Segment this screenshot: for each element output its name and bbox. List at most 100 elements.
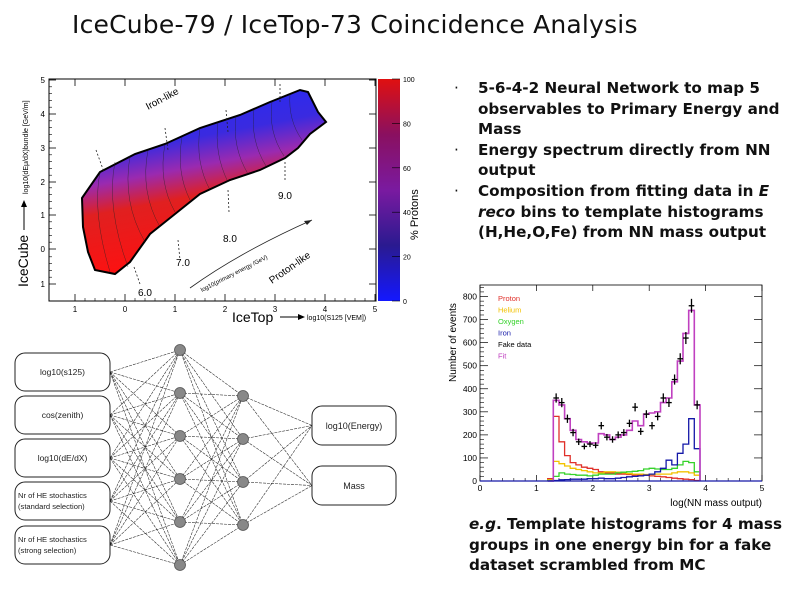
neural-network-diagram: log10(s125) cos(zenith) log10(dE/dX) Nr of … [14, 344, 397, 571]
nn-edge [109, 500, 181, 566]
bullet-text-pre: Composition from fitting data in [478, 181, 759, 200]
nn-edge [179, 395, 244, 523]
nn-edge [109, 349, 181, 373]
nn-input-box [14, 525, 111, 565]
x-tick-label: 1 [73, 305, 78, 314]
x-tick-label: 5 [760, 483, 765, 493]
histogram-data-points [553, 298, 700, 450]
colorbar-ticks: 0 20 40 60 80 100 [392, 77, 415, 306]
nn-edge [179, 481, 244, 566]
nn-edge [109, 521, 181, 546]
bullet-item: · Energy spectrum directly from NN output [452, 140, 797, 181]
nn-edge [109, 457, 181, 566]
bullet-text-post: bins to template histograms (H,He,O,Fe) … [478, 202, 767, 242]
nn-edge [109, 371, 181, 480]
nn-nodes [174, 344, 249, 571]
energy-label-9: 9.0 [278, 191, 292, 202]
y-tick-label: 3 [41, 144, 46, 153]
y-axis-title-main: IceCube [15, 235, 31, 287]
nn-hidden1-node [174, 516, 186, 528]
nn-edge [179, 395, 244, 437]
nn-input-box [14, 481, 111, 521]
nn-hidden2-node [237, 433, 249, 445]
heatmap-band [80, 88, 328, 276]
nn-edge [242, 425, 313, 483]
energy-label-6: 6.0 [138, 288, 152, 299]
x-tick-label: 2 [590, 483, 595, 493]
nn-input-label: log10(dE/dX) [38, 453, 88, 463]
bullet-text: 5-6-4-2 Neural Network to map 5 observab… [478, 79, 780, 139]
x-tick-label: 2 [223, 305, 228, 314]
nn-output-box [311, 465, 397, 506]
colorbar-tick-label: 80 [403, 121, 411, 128]
legend-entry: Fit [498, 352, 507, 361]
nn-edge [179, 349, 244, 397]
legend-entry: Fake data [498, 340, 532, 349]
nn-edge [242, 395, 313, 426]
y-tick-label: 4 [41, 110, 46, 119]
nn-edge [109, 349, 181, 502]
nn-input-box [14, 352, 111, 392]
nn-edge [109, 500, 181, 523]
heatmap-x-ticks: 1 0 1 2 3 4 5 [73, 79, 378, 314]
energy-label-7: 7.0 [176, 258, 190, 269]
nn-edge [179, 438, 244, 566]
nn-edge [242, 425, 313, 440]
nn-input-box [14, 395, 111, 435]
energy-guides [95, 84, 286, 285]
nn-edge [109, 414, 181, 437]
x-axis-title-main: IceTop [232, 309, 273, 325]
histogram-series [480, 309, 762, 482]
nn-hidden2-node [237, 519, 249, 531]
bullet-list: · 5-6-4-2 Neural Network to map 5 observa… [452, 78, 797, 243]
nn-hidden2-node [237, 476, 249, 488]
histogram-frame [479, 284, 763, 482]
y-tick-label: 500 [463, 361, 477, 371]
histogram-y-label: Number of events [448, 303, 459, 382]
x-tick-label: 4 [703, 483, 708, 493]
y-tick-label: 2 [41, 178, 46, 187]
y-axis-arrow-head [21, 200, 27, 207]
y-tick-label: 600 [463, 338, 477, 348]
nn-output-box [311, 405, 397, 446]
y-tick-label: 0 [41, 245, 46, 254]
y-tick-label: 5 [41, 76, 46, 85]
y-axis-title-sub: log10(dEμ/dX)bundle [GeV/m] [23, 100, 30, 194]
colorbar-tick-label: 40 [403, 210, 411, 217]
y-tick-label: 1 [41, 211, 46, 220]
y-tick-label: 100 [463, 453, 477, 463]
bullet-marker: · [454, 181, 459, 200]
nn-edge [109, 478, 181, 546]
x-tick-label: 5 [373, 305, 378, 314]
colorbar-label: % Protons [409, 189, 421, 240]
series-iron [547, 418, 701, 482]
x-axis-arrow-head [298, 314, 305, 320]
y-tick-label: 800 [463, 292, 477, 302]
bullet-item: · Composition from fitting data in E reco… [452, 181, 797, 243]
nn-edge [179, 435, 244, 440]
nn-edge [242, 425, 313, 526]
legend-entry: Oxygen [498, 317, 524, 326]
nn-edge [179, 521, 244, 526]
histogram-chart: 0 1 2 3 4 5 0 100 200 300 400 500 600 700 800 Proton He… [448, 284, 765, 509]
energy-arrow-head [304, 220, 312, 225]
x-tick-label: 0 [478, 483, 483, 493]
x-tick-label: 1 [534, 483, 539, 493]
nn-edge [179, 349, 244, 440]
bullet-text-italic: E reco [478, 181, 770, 221]
x-tick-label: 3 [273, 305, 278, 314]
nn-edge [109, 349, 181, 546]
x-tick-label: 4 [323, 305, 328, 314]
x-tick-label: 3 [647, 483, 652, 493]
colorbar-tick-label: 20 [403, 255, 411, 262]
nn-output-label: Mass [343, 481, 365, 491]
slide-title: IceCube-79 / IceTop-73 Coincidence Analy… [72, 10, 638, 39]
legend-entry: Helium [498, 306, 521, 315]
nn-edge [179, 478, 244, 526]
nn-hidden1-node [174, 473, 186, 485]
nn-input-label: (standard selection) [18, 502, 85, 511]
nn-input-boxes: log10(s125) cos(zenith) log10(dE/dX) Nr of … [14, 352, 111, 565]
bullet-marker: · [454, 79, 459, 97]
nn-edge [179, 395, 244, 480]
